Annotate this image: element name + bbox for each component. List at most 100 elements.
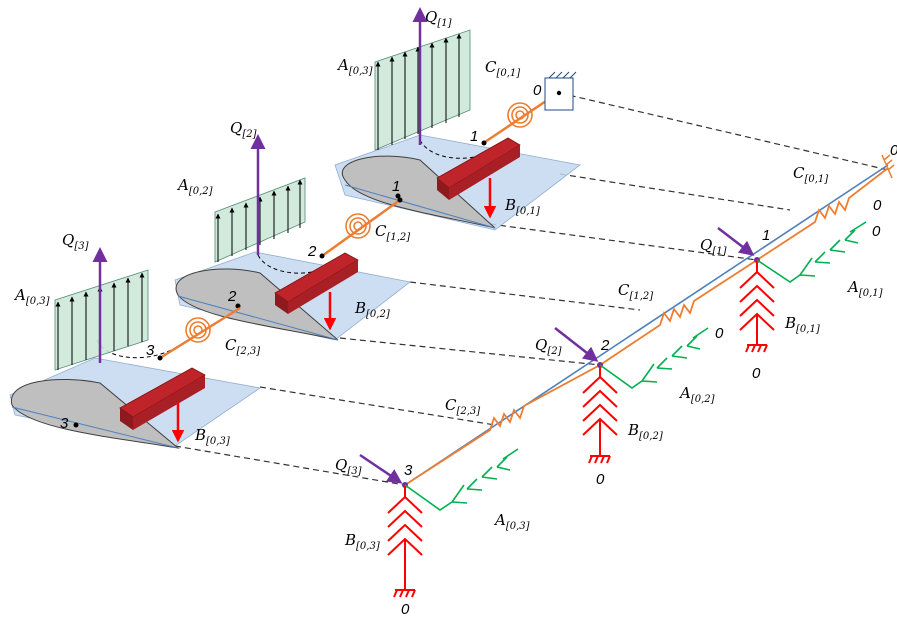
b-a1-label: A bbox=[846, 278, 859, 296]
b-c01-end: 0 bbox=[890, 142, 897, 159]
b-c23-sub: [2,3] bbox=[456, 406, 480, 417]
s3-b-sub: [0,3] bbox=[206, 436, 230, 447]
s1-q-label: Q bbox=[425, 8, 437, 26]
s2-node-foil: 2 bbox=[227, 288, 237, 305]
svg-text:C[1,2]: C[1,2] bbox=[375, 222, 410, 243]
section-2-torsion-spring bbox=[345, 213, 371, 239]
b-node-1: 1 bbox=[762, 227, 770, 244]
beam-end-ground-icon bbox=[881, 154, 895, 179]
b-b1-ground: 0 bbox=[752, 365, 761, 382]
b-b3-sub: [0,3] bbox=[356, 541, 380, 552]
s2-q-sub: [2] bbox=[242, 129, 256, 140]
section-2-lift-arrows bbox=[215, 179, 303, 262]
svg-text:C[0,1]: C[0,1] bbox=[793, 164, 828, 185]
b-q3-sub: [3] bbox=[347, 466, 361, 477]
beam-model: Q[1] 1 B[0,1] 0 A[0,1] 0 Q[2] 2 B[0,2] 0… bbox=[335, 142, 897, 618]
s2-node-ea: 2 bbox=[307, 243, 317, 260]
b-c01-label: C bbox=[793, 164, 805, 182]
b-c23-label: C bbox=[445, 396, 457, 414]
b-q1-label: Q bbox=[700, 236, 712, 254]
b-b2-sub: [0,2] bbox=[639, 431, 663, 442]
s3-a-sub: [0,3] bbox=[26, 296, 50, 307]
svg-text:B[0,3]: B[0,3] bbox=[344, 531, 380, 552]
svg-text:A[0,3]: A[0,3] bbox=[493, 511, 530, 532]
b-a3-label: A bbox=[493, 511, 506, 529]
s1-a-sub: [0,3] bbox=[349, 66, 373, 77]
svg-text:B[0,1]: B[0,1] bbox=[504, 196, 540, 217]
beam-a3-spring bbox=[404, 448, 519, 511]
b-b1-label: B bbox=[784, 314, 796, 332]
b-b1-sub: [0,1] bbox=[796, 324, 820, 335]
s3-q-sub: [3] bbox=[74, 241, 88, 252]
beam-b3-spring bbox=[387, 485, 423, 598]
svg-text:B[0,2]: B[0,2] bbox=[354, 299, 390, 320]
svg-text:C[2,3]: C[2,3] bbox=[225, 336, 260, 357]
svg-text:Q[2]: Q[2] bbox=[230, 119, 257, 140]
beam-line bbox=[404, 164, 889, 486]
s1-a-label: A bbox=[336, 56, 349, 74]
wing-section-3: Q[3] A[0,3] C[2,3] B[0,3] 3 3 bbox=[9, 231, 262, 449]
projection-lines bbox=[174, 92, 889, 486]
s1-q-sub: [1] bbox=[437, 18, 451, 29]
svg-text:A[0,2]: A[0,2] bbox=[176, 176, 213, 197]
s1-wall-zero: 0 bbox=[533, 82, 542, 99]
section-1-lift-panel bbox=[374, 29, 471, 151]
beam-b2-spring bbox=[582, 365, 618, 464]
b-a1-ground: 0 bbox=[872, 223, 881, 240]
svg-text:Q[3]: Q[3] bbox=[335, 456, 362, 477]
svg-text:C[1,2]: C[1,2] bbox=[618, 281, 653, 302]
b-a2-sub: [0,2] bbox=[691, 394, 715, 405]
svg-text:A[0,1]: A[0,1] bbox=[846, 278, 883, 299]
b-q1-sub: [1] bbox=[712, 246, 726, 257]
s2-a-sub: [0,2] bbox=[189, 186, 213, 197]
svg-text:Q[1]: Q[1] bbox=[425, 8, 452, 29]
svg-text:B[0,3]: B[0,3] bbox=[194, 426, 230, 447]
beam-bending-springs bbox=[387, 260, 775, 598]
svg-text:B[0,1]: B[0,1] bbox=[784, 314, 820, 335]
s2-c-sub: [1,2] bbox=[386, 232, 410, 243]
svg-text:B[0,2]: B[0,2] bbox=[627, 421, 663, 442]
beam-aero-springs bbox=[404, 221, 867, 511]
b-a2-ground: 0 bbox=[715, 325, 724, 342]
svg-text:C[0,1]: C[0,1] bbox=[485, 58, 520, 79]
svg-text:A[0,3]: A[0,3] bbox=[336, 56, 373, 77]
beam-a2-spring bbox=[599, 327, 709, 389]
b-c01-end-a: 0 bbox=[873, 197, 882, 214]
wing-section-1: Q[1] A[0,3] C[0,1] B[0,1] 0 1 1 bbox=[334, 7, 581, 231]
b-a1-sub: [0,1] bbox=[859, 288, 883, 299]
svg-text:Q[3]: Q[3] bbox=[62, 231, 89, 252]
b-c12-label: C bbox=[618, 281, 630, 299]
section-3-lift-panel bbox=[54, 269, 149, 371]
beam-q3-arrow bbox=[359, 453, 403, 484]
b-q2-sub: [2] bbox=[547, 346, 561, 357]
beam-q1-arrow bbox=[717, 227, 755, 256]
s1-b-sub: [0,1] bbox=[516, 206, 540, 217]
b-b2-label: B bbox=[627, 421, 639, 439]
s1-c-label: C bbox=[485, 58, 497, 76]
s2-c-label: C bbox=[375, 222, 387, 240]
b-c01-sub: [0,1] bbox=[804, 174, 828, 185]
s1-b-label: B bbox=[504, 196, 516, 214]
beam-q2-arrow bbox=[554, 327, 599, 362]
section-3-torsion-spring bbox=[185, 317, 211, 343]
b-q3-label: Q bbox=[335, 456, 347, 474]
b-b3-ground: 0 bbox=[401, 601, 410, 618]
svg-text:A[0,3]: A[0,3] bbox=[13, 286, 50, 307]
s1-c-sub: [0,1] bbox=[496, 68, 520, 79]
s3-node-foil: 3 bbox=[60, 415, 69, 432]
beam-torsion-springs bbox=[404, 167, 889, 486]
svg-text:A[0,2]: A[0,2] bbox=[678, 384, 715, 405]
section-1-torsion-spring bbox=[507, 102, 533, 128]
s2-b-label: B bbox=[354, 299, 366, 317]
s1-node-foil: 1 bbox=[392, 178, 400, 195]
s2-a-label: A bbox=[176, 176, 189, 194]
b-b3-label: B bbox=[344, 531, 356, 549]
s3-b-label: B bbox=[194, 426, 206, 444]
b-node-2: 2 bbox=[600, 337, 610, 354]
svg-text:Q[2]: Q[2] bbox=[535, 336, 562, 357]
svg-text:C[2,3]: C[2,3] bbox=[445, 396, 480, 417]
b-node-3: 3 bbox=[404, 462, 413, 479]
beam-a1-spring bbox=[756, 221, 867, 283]
s3-a-label: A bbox=[13, 286, 26, 304]
